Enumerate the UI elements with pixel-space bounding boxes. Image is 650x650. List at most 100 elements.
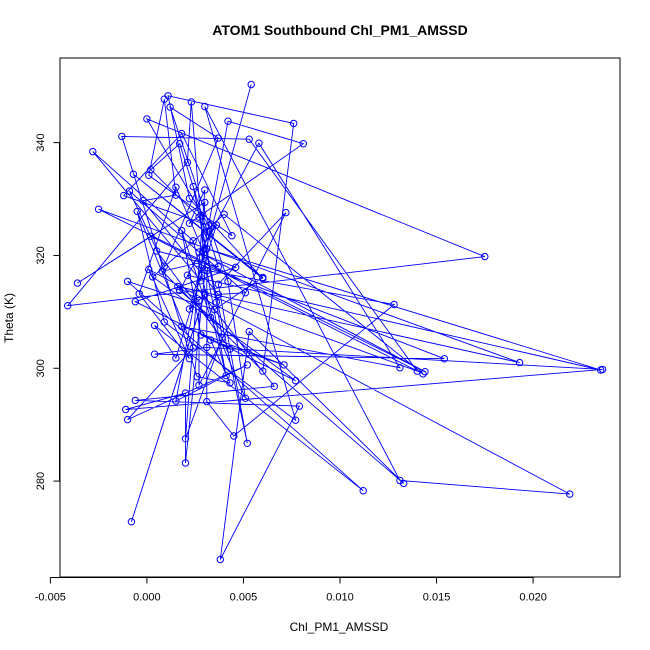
- data-point: [189, 344, 197, 352]
- data-point: [176, 140, 184, 148]
- data-point: [201, 198, 209, 207]
- data-point: [201, 290, 209, 298]
- data-point: [152, 247, 161, 255]
- data-point: [419, 370, 427, 378]
- data-point: [201, 266, 209, 274]
- data-point: [396, 364, 404, 372]
- x-axis-label: Chl_PM1_AMSSD: [290, 620, 389, 634]
- data-point: [127, 518, 136, 526]
- data-point: [185, 194, 194, 203]
- data-point: [218, 334, 226, 342]
- data-point: [178, 226, 186, 235]
- data-point: [245, 135, 253, 143]
- data-point: [230, 432, 238, 440]
- data-point: [118, 132, 126, 141]
- data-point: [133, 207, 141, 216]
- data-point: [125, 187, 134, 195]
- data-point: [241, 394, 250, 402]
- data-point: [174, 282, 182, 291]
- data-point: [396, 476, 404, 485]
- data-point: [220, 210, 228, 219]
- x-tick-label: 0.005: [230, 592, 258, 604]
- data-point: [181, 435, 190, 443]
- data-point: [247, 80, 255, 89]
- data-point: [160, 95, 169, 103]
- data-point: [147, 166, 155, 174]
- data-point: [147, 232, 155, 241]
- data-point: [131, 396, 140, 405]
- axes: -0.005 0.000 0.005 0.010 0.015 0.020 280 300 320…: [35, 57, 621, 604]
- x-tick-label: 0.000: [133, 592, 161, 604]
- data-point: [185, 305, 194, 313]
- series-line: [66, 84, 603, 560]
- data-point: [206, 313, 215, 322]
- data-point: [440, 355, 448, 363]
- data-point: [193, 373, 201, 381]
- y-tick-label: 340: [35, 133, 47, 151]
- data-point: [245, 327, 253, 336]
- plot-frame: [59, 57, 621, 578]
- data-point: [172, 397, 180, 405]
- x-tick-label: 0.015: [423, 592, 451, 604]
- data-point: [291, 416, 300, 424]
- data-point: [197, 331, 205, 339]
- data-point: [195, 296, 203, 305]
- data-point: [122, 405, 130, 414]
- data-point: [145, 265, 153, 274]
- data-point: [259, 273, 267, 282]
- data-point: [228, 232, 236, 240]
- data-point: [178, 129, 186, 138]
- x-tick-label: 0.020: [519, 592, 547, 604]
- data-point: [214, 290, 223, 299]
- chart-title: ATOM1 Southbound Chl_PM1_AMSSD: [212, 22, 467, 38]
- x-tick-label: -0.005: [35, 592, 66, 604]
- data-point: [270, 382, 278, 390]
- data-point: [210, 305, 219, 314]
- data-point: [178, 322, 186, 331]
- data-point: [150, 321, 159, 330]
- data-point: [598, 365, 607, 374]
- data-point: [224, 277, 232, 286]
- y-axis-label: Theta (K): [2, 293, 16, 343]
- data-point: [135, 290, 143, 298]
- data-point: [183, 158, 192, 167]
- data-point: [185, 355, 194, 363]
- y-tick-label: 300: [35, 359, 47, 377]
- data-point: [259, 367, 267, 375]
- data-point: [150, 350, 159, 358]
- data-point: [189, 182, 197, 191]
- data-point: [243, 361, 252, 369]
- data-point: [214, 263, 223, 271]
- data-point: [172, 183, 180, 191]
- data-point: [413, 367, 421, 375]
- data-point: [214, 280, 223, 288]
- data-point: [232, 263, 240, 271]
- data-point: [216, 555, 225, 564]
- data-point: [195, 213, 203, 221]
- data-point: [166, 103, 174, 111]
- data-point: [212, 298, 221, 306]
- data-point: [421, 368, 429, 376]
- data-point: [481, 252, 489, 261]
- data-point: [203, 397, 211, 406]
- data-point: [201, 251, 209, 259]
- data-point: [129, 170, 138, 178]
- data-point: [566, 490, 574, 498]
- data-point: [201, 186, 209, 194]
- data-point: [64, 302, 72, 310]
- data-point: [515, 358, 524, 367]
- data-point: [139, 197, 147, 205]
- data-point: [187, 98, 196, 106]
- data-point: [203, 228, 211, 236]
- data-point: [212, 221, 221, 229]
- data-point: [89, 147, 97, 156]
- data-point: [131, 298, 140, 306]
- data-point: [226, 345, 234, 353]
- data-point: [291, 377, 300, 385]
- data-point: [172, 191, 180, 199]
- data-point: [226, 379, 234, 387]
- data-point: [158, 267, 167, 275]
- data-point: [94, 205, 103, 213]
- data-point: [123, 277, 132, 286]
